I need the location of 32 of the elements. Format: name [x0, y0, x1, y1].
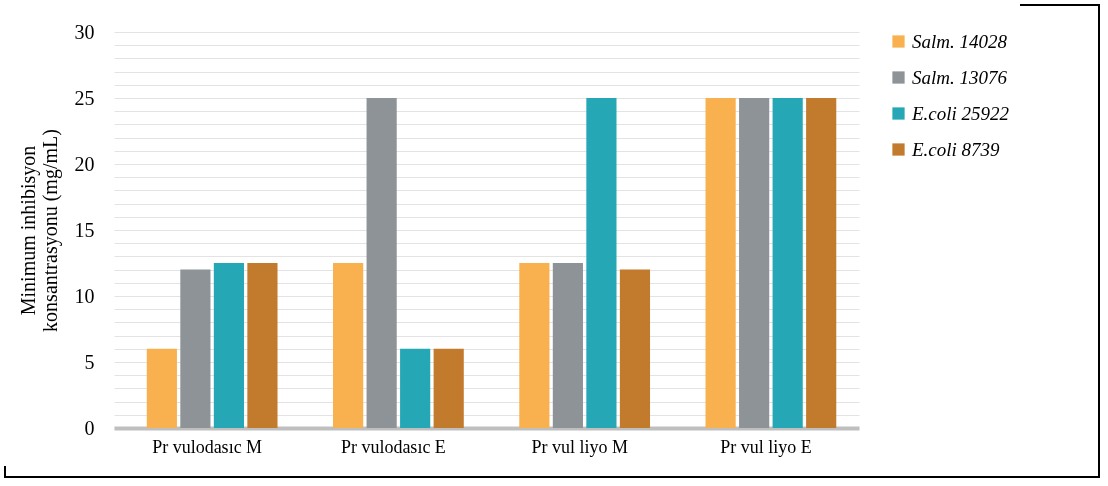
y-axis-title: Minimum inhibisyon konsantrasyonu (mg/mL)	[16, 129, 62, 332]
bar	[433, 348, 464, 428]
y-tick-label: 20	[74, 152, 95, 175]
bar	[586, 98, 617, 428]
legend-label: E.coli 25922	[911, 102, 1010, 124]
bar	[552, 263, 583, 428]
bar	[400, 348, 431, 428]
legend-label: E.coli 8739	[911, 138, 1001, 160]
x-tick-label: Pr vul liyo M	[531, 436, 628, 457]
bar	[772, 98, 803, 428]
x-tick-label: Pr vul liyo E	[720, 436, 812, 457]
bar	[146, 348, 177, 428]
y-tick-label: 30	[74, 20, 95, 43]
legend-label: Salm. 14028	[912, 30, 1008, 52]
bar	[366, 98, 397, 428]
y-tick-label: 25	[74, 86, 95, 109]
legend-label: Salm. 13076	[912, 66, 1008, 88]
y-tick-label: 15	[74, 218, 95, 241]
bar	[247, 263, 278, 428]
bar	[180, 269, 211, 428]
y-tick-label: 10	[74, 284, 95, 307]
x-tick-label: Pr vulodasıc M	[152, 436, 263, 457]
x-tick-label: Pr vulodasıc E	[340, 436, 446, 457]
bar	[705, 98, 736, 428]
bar	[739, 98, 770, 428]
bar	[213, 263, 244, 428]
bar	[519, 263, 550, 428]
y-tick-label: 5	[84, 350, 95, 373]
bar	[333, 263, 364, 428]
y-tick-label: 0	[84, 416, 95, 439]
bar	[619, 269, 651, 428]
bar	[806, 98, 837, 428]
